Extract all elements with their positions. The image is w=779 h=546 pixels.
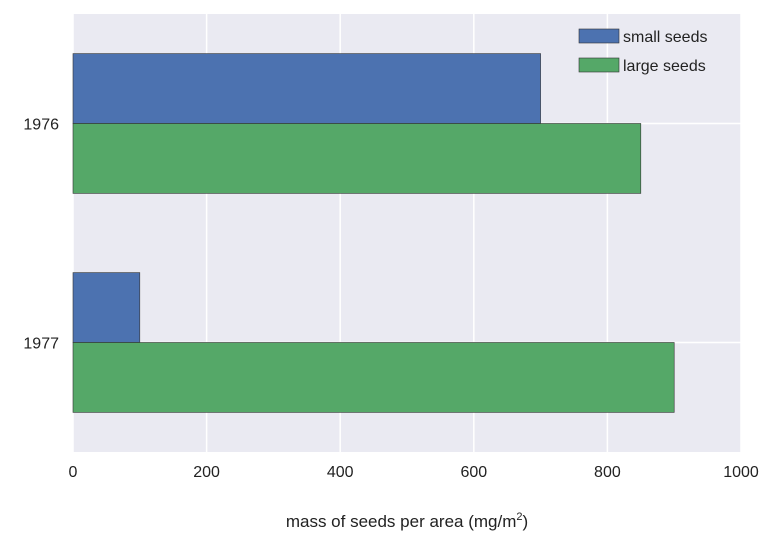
x-axis-title-suffix: ): [522, 512, 528, 531]
bar-small-seeds-1977: [72, 272, 141, 343]
y-tick-label: 1976: [23, 117, 59, 134]
x-tick-label: 800: [594, 464, 621, 481]
y-tick-label: 1977: [23, 336, 59, 353]
x-axis-title: mass of seeds per area (mg/m2): [286, 511, 528, 531]
x-tick-label: 200: [193, 464, 220, 481]
x-tick-label: 400: [327, 464, 354, 481]
legend: small seeds large seeds: [578, 28, 707, 75]
legend-swatch-small-seeds: [578, 28, 620, 44]
x-axis-title-superscript: 2: [516, 511, 522, 523]
x-axis-title-main: mass of seeds per area (mg/m: [286, 512, 517, 531]
x-tick-label: 1000: [723, 464, 759, 481]
x-tick-label: 0: [69, 464, 78, 481]
legend-label-large-seeds: large seeds: [623, 58, 706, 75]
x-tick-labels: 0 200 400 600 800 1000: [69, 464, 759, 481]
legend-label-small-seeds: small seeds: [623, 29, 707, 46]
bar-large-seeds-1976: [72, 123, 642, 194]
legend-swatch-large-seeds: [578, 57, 620, 73]
x-tick-label: 600: [460, 464, 487, 481]
bar-small-seeds-1976: [72, 53, 541, 124]
bars: [72, 53, 675, 413]
bar-large-seeds-1977: [72, 342, 675, 413]
y-tick-labels: 1976 1977: [23, 117, 59, 353]
